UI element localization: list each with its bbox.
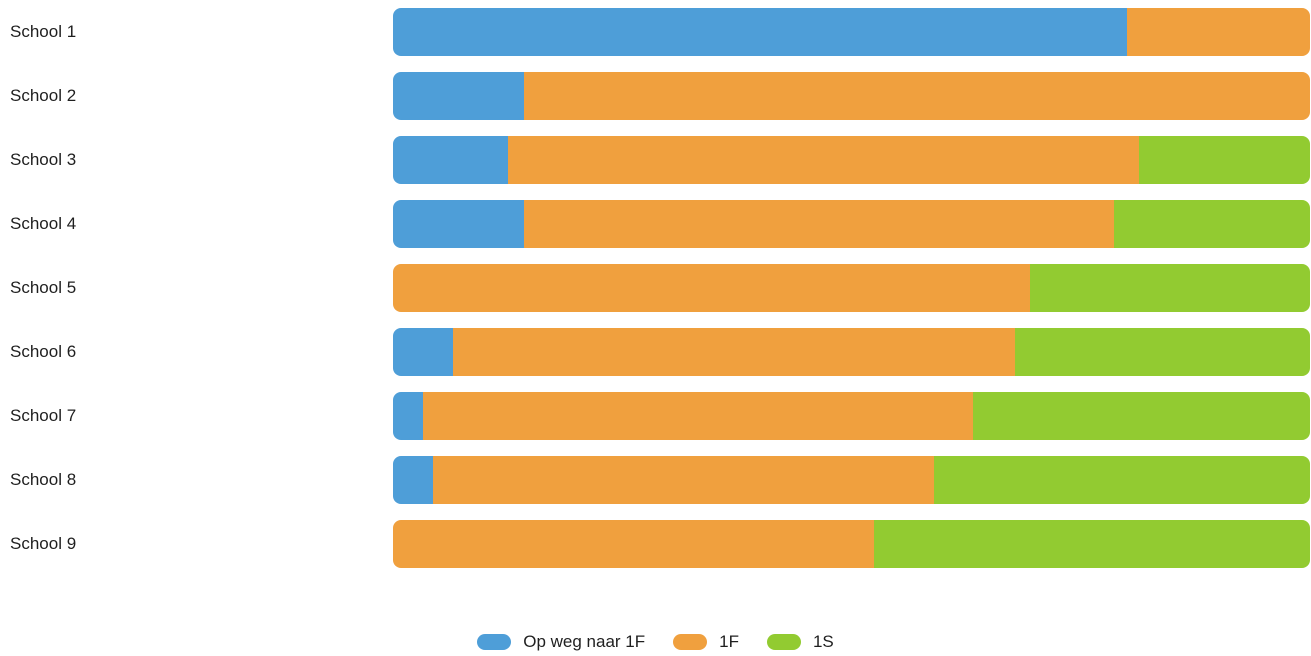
category-label: School 2 [10,86,77,105]
bar-segment [393,392,424,440]
bar-row [393,392,1310,440]
bar-row [393,328,1310,376]
legend-swatch [673,634,708,650]
bar-segment [433,456,935,504]
bar-segment [393,328,454,376]
bar-segment [973,392,1310,440]
bar-row [393,136,1310,184]
legend-label: Op weg naar 1F [523,632,646,651]
category-label: School 3 [10,150,77,169]
bar-segment [934,456,1310,504]
bar-segment [393,136,509,184]
category-label: School 1 [10,22,77,41]
category-label: School 8 [10,470,77,489]
bar-row [393,264,1310,312]
legend-item: 1S [766,632,834,652]
bar-row [393,456,1310,504]
bar-row [393,72,1310,120]
bar-segment [423,392,974,440]
bar-row [393,520,1310,568]
bar-row [393,8,1310,56]
bar-segment [524,200,1115,248]
bar-segment [393,8,1128,56]
bar-segment [393,264,1031,312]
bar-segment [452,328,1016,376]
bar-segment [1126,8,1310,56]
stacked-bar-chart: School 1 School 2 School 3 School 4 School 5… [10,8,1310,568]
legend-label: 1F [719,632,739,651]
category-label: School 7 [10,406,77,425]
legend-item: Op weg naar 1F [477,632,645,652]
bar-segment [1113,200,1310,248]
legend-item: 1F [673,632,739,652]
category-label: School 4 [10,214,77,233]
legend-swatch [766,634,801,650]
bar-segment [507,136,1140,184]
bar-segment [393,200,525,248]
legend-swatch [477,634,512,650]
bar-segment [1030,264,1310,312]
bar-segment [1014,328,1310,376]
category-label: School 6 [10,342,77,361]
bar-segment [873,520,1310,568]
bar-segment [393,520,874,568]
bar-segment [393,456,434,504]
legend-label: 1S [812,632,834,651]
category-label: School 5 [10,278,77,297]
bar-row [393,200,1310,248]
bar-segment [524,72,1310,120]
category-label: School 9 [10,534,77,553]
chart-legend: Op weg naar 1F 1F 1S [0,630,1311,654]
bar-segment [393,72,525,120]
bar-segment [1138,136,1310,184]
